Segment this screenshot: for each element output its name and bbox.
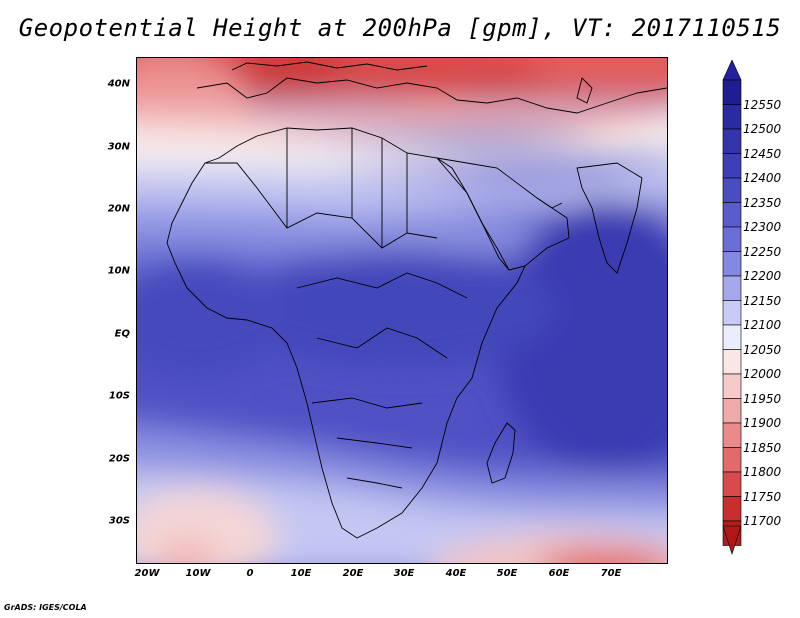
colorbar-top-arrow [722,60,742,81]
lon-tick-label: 70E [600,568,622,579]
colorbar-swatch [722,300,742,326]
lat-tick-label: 10S [108,390,130,402]
colorbar-label: 12300 [743,220,782,234]
colorbar-swatch [722,496,742,522]
colorbar-label: 12200 [743,269,782,283]
colorbar-label: 12150 [743,293,782,308]
coastlines [166,61,667,539]
lon-tick-label: 0 [246,568,254,579]
lon-tick-label: 40E [445,568,467,579]
lat-tick-label: 20N [107,203,130,215]
colorbar-label: 11800 [743,465,782,479]
chart-title: Geopotential Height at 200hPa [gpm], VT:… [18,14,782,42]
lon-tick-label: 20E [342,568,364,579]
colorbar-swatch [722,373,742,399]
lon-tick-label: 20W [134,568,160,579]
colorbar-label: 12550 [743,97,782,112]
lon-tick-label: 60E [548,568,570,579]
colorbar-label: 11850 [743,440,782,455]
lat-tick-label: 30N [107,141,130,153]
colorbar-bottom-arrow [722,525,742,555]
colorbar-swatch [722,79,742,105]
colorbar-swatch [722,226,742,252]
colorbar-label: 12100 [743,318,782,332]
colorbar-swatch [722,471,742,497]
colorbar-swatch [722,349,742,375]
lon-tick-label: 10W [185,568,211,579]
colorbar-swatch [722,153,742,179]
map-panel [136,57,668,564]
colorbar-label: 11750 [743,489,782,504]
lon-tick-label: 30E [393,568,415,579]
colorbar-swatch [722,398,742,424]
geopotential-map [137,58,667,563]
lat-tick-label: 40N [107,78,130,90]
lat-tick-label: EQ [114,328,130,340]
colorbar-swatch [722,128,742,154]
lat-tick-label: 10N [107,265,130,277]
lat-tick-label: 20S [108,453,130,465]
lon-tick-label: 50E [496,568,518,579]
colorbar-swatch [722,104,742,130]
colorbar-label: 12400 [743,171,782,185]
lat-tick-label: 30S [108,515,130,527]
colorbar-label: 12050 [743,342,782,357]
colorbar-swatch [722,177,742,203]
colorbar-label: 12450 [743,146,782,161]
colorbar-swatch [722,324,742,350]
credit-text: GrADS: IGES/COLA [4,603,87,612]
lon-tick-label: 10E [290,568,312,579]
colorbar-label: 11700 [743,514,782,528]
colorbar-label: 12350 [743,195,782,210]
colorbar [722,60,742,555]
colorbar-label: 12000 [743,367,782,381]
colorbar-swatches [722,79,742,546]
colorbar-swatch [722,447,742,473]
colorbar-swatch [722,422,742,448]
colorbar-swatch [722,251,742,277]
colorbar-label: 12250 [743,244,782,259]
colorbar-swatch [722,275,742,301]
colorbar-label: 12500 [743,122,782,136]
colorbar-swatch [722,202,742,228]
colorbar-label: 11900 [743,416,782,430]
colorbar-label: 11950 [743,391,782,406]
